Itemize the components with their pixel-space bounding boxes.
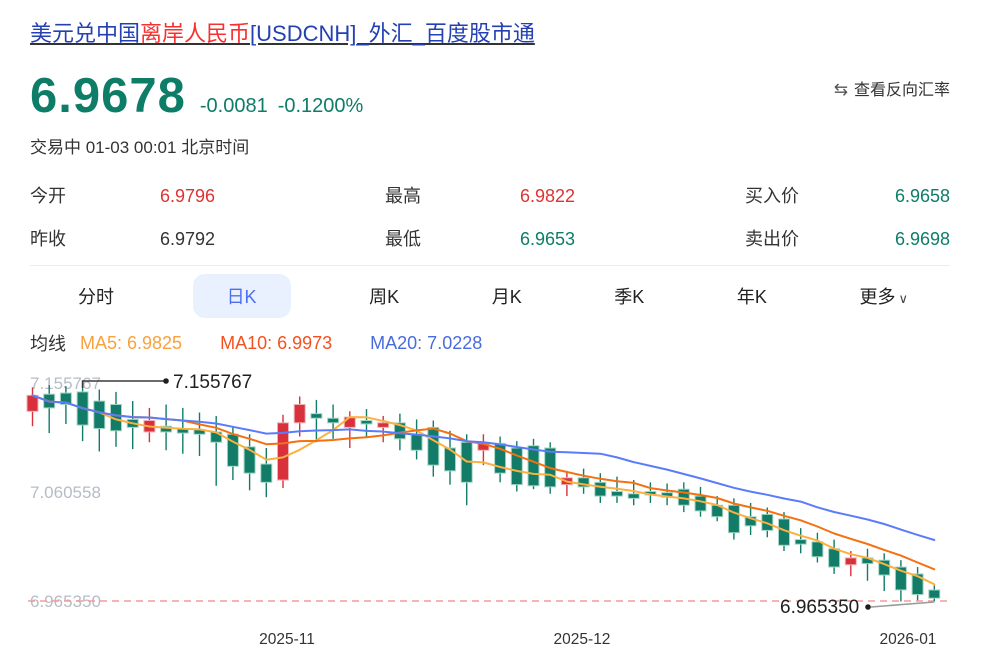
stat-bid: 买入价 6.9658 xyxy=(745,182,950,208)
stat-open-label: 今开 xyxy=(30,186,66,206)
ma20-legend: MA20: 7.0228 xyxy=(370,332,483,353)
stat-high-value: 6.9822 xyxy=(519,186,575,206)
tab-yearly-k[interactable]: 年K xyxy=(736,287,767,307)
svg-text:2025-12: 2025-12 xyxy=(554,631,611,648)
tab-weekly-k[interactable]: 周K xyxy=(369,287,400,307)
stat-prev-close: 昨收 6.9792 xyxy=(30,225,215,251)
ma-legend-title: 均线 xyxy=(30,334,66,354)
ma-legend: 均线 MA5: 6.9825 MA10: 6.9973 MA20: 7.0228 xyxy=(30,330,950,356)
stat-bid-value: 6.9658 xyxy=(894,186,950,206)
tab-quarterly-k[interactable]: 季K xyxy=(614,287,645,307)
tab-more[interactable]: 更多 ∨ xyxy=(845,274,922,318)
svg-text:7.155767: 7.155767 xyxy=(173,372,252,393)
view-reverse-rate-label: 查看反向汇率 xyxy=(853,82,950,99)
chart-period-tabs: 分时 日K 周K 月K 季K 年K 更多 ∨ xyxy=(30,274,950,318)
stat-prev-close-label: 昨收 xyxy=(30,229,66,249)
tab-monthly-k[interactable]: 月K xyxy=(491,287,522,307)
swap-arrows-icon: ⇆ xyxy=(833,80,848,99)
price-change: -0.0081 xyxy=(199,95,268,117)
quote-stats-table: 今开 6.9796 最高 6.9822 买入价 6.9658 昨收 6.9792… xyxy=(30,182,950,251)
svg-text:2026-01: 2026-01 xyxy=(880,631,937,648)
stat-low: 最低 6.9653 xyxy=(385,225,575,251)
chevron-down-icon: ∨ xyxy=(898,291,908,306)
ma5-legend: MA5: 6.9825 xyxy=(80,332,183,353)
stat-open-value: 6.9796 xyxy=(159,186,215,206)
title-part-highlight: 离岸人民币 xyxy=(140,21,251,46)
candlestick-chart[interactable]: 7.1557677.0605586.9653507.1557676.965350… xyxy=(0,363,986,653)
ma10-legend: MA10: 6.9973 xyxy=(220,332,333,353)
stat-ask-value: 6.9698 xyxy=(894,229,950,249)
current-price: 6.9678 xyxy=(30,69,186,123)
quote-row: 6.9678 -0.0081 -0.1200% ⇆ 查看反向汇率 xyxy=(30,72,950,121)
trading-status: 交易中 01-03 00:01 北京时间 xyxy=(30,138,250,157)
stat-high: 最高 6.9822 xyxy=(385,182,575,208)
svg-text:2025-11: 2025-11 xyxy=(259,631,315,648)
page-title-link[interactable]: 美元兑中国离岸人民币[USDCNH]_外汇_百度股市通 xyxy=(30,16,535,48)
stat-low-value: 6.9653 xyxy=(519,229,575,249)
svg-text:7.060558: 7.060558 xyxy=(30,483,101,502)
svg-text:6.965350: 6.965350 xyxy=(780,597,859,618)
tab-minute[interactable]: 分时 xyxy=(78,287,114,307)
stat-open: 今开 6.9796 xyxy=(30,182,215,208)
price-change-percent: -0.1200% xyxy=(277,95,364,117)
stat-low-label: 最低 xyxy=(385,229,421,249)
stat-prev-close-value: 6.9792 xyxy=(159,229,215,249)
title-part-suffix: [USDCNH]_外汇_百度股市通 xyxy=(250,21,535,46)
stat-ask-label: 卖出价 xyxy=(745,229,799,249)
view-reverse-rate-link[interactable]: ⇆ 查看反向汇率 xyxy=(834,76,950,100)
price-block: 6.9678 -0.0081 -0.1200% xyxy=(30,72,363,121)
tab-daily-k[interactable]: 日K xyxy=(192,274,291,318)
title-part-base: 美元兑中国 xyxy=(30,21,141,46)
stat-high-label: 最高 xyxy=(385,186,421,206)
stat-ask: 卖出价 6.9698 xyxy=(745,225,950,251)
tab-more-label: 更多 xyxy=(859,287,896,307)
stat-bid-label: 买入价 xyxy=(745,186,799,206)
section-divider xyxy=(30,265,950,266)
